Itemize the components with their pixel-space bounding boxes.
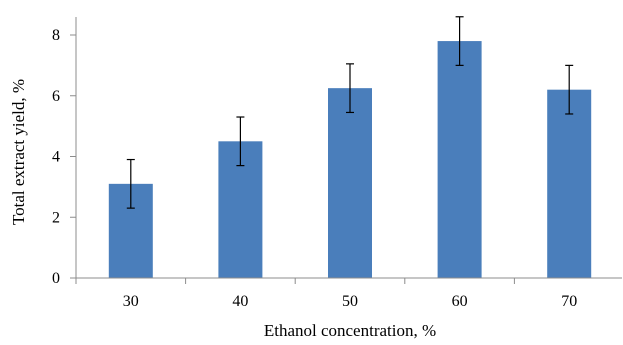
y-tick-label-0: 0 xyxy=(52,270,60,287)
x-axis-title: Ethanol concentration, % xyxy=(264,321,436,340)
x-tick-label-30: 30 xyxy=(123,293,139,310)
axes: 30 40 50 60 70 0 2 4 6 8 xyxy=(52,17,622,310)
x-tick-label-70: 70 xyxy=(561,293,577,310)
x-tick-label-60: 60 xyxy=(452,293,468,310)
error-bars xyxy=(126,16,574,209)
y-tick-label-2: 2 xyxy=(52,209,60,226)
y-tick-label-4: 4 xyxy=(52,149,60,166)
x-tick-label-50: 50 xyxy=(342,293,358,310)
y-axis-title: Total extract yield, % xyxy=(9,79,28,225)
bar-60 xyxy=(437,41,482,279)
bar-70 xyxy=(547,89,592,278)
bars xyxy=(108,41,592,279)
bar-50 xyxy=(328,88,372,278)
x-tick-label-40: 40 xyxy=(232,293,248,310)
y-tick-label-6: 6 xyxy=(52,88,60,105)
y-tick-label-8: 8 xyxy=(52,27,60,44)
